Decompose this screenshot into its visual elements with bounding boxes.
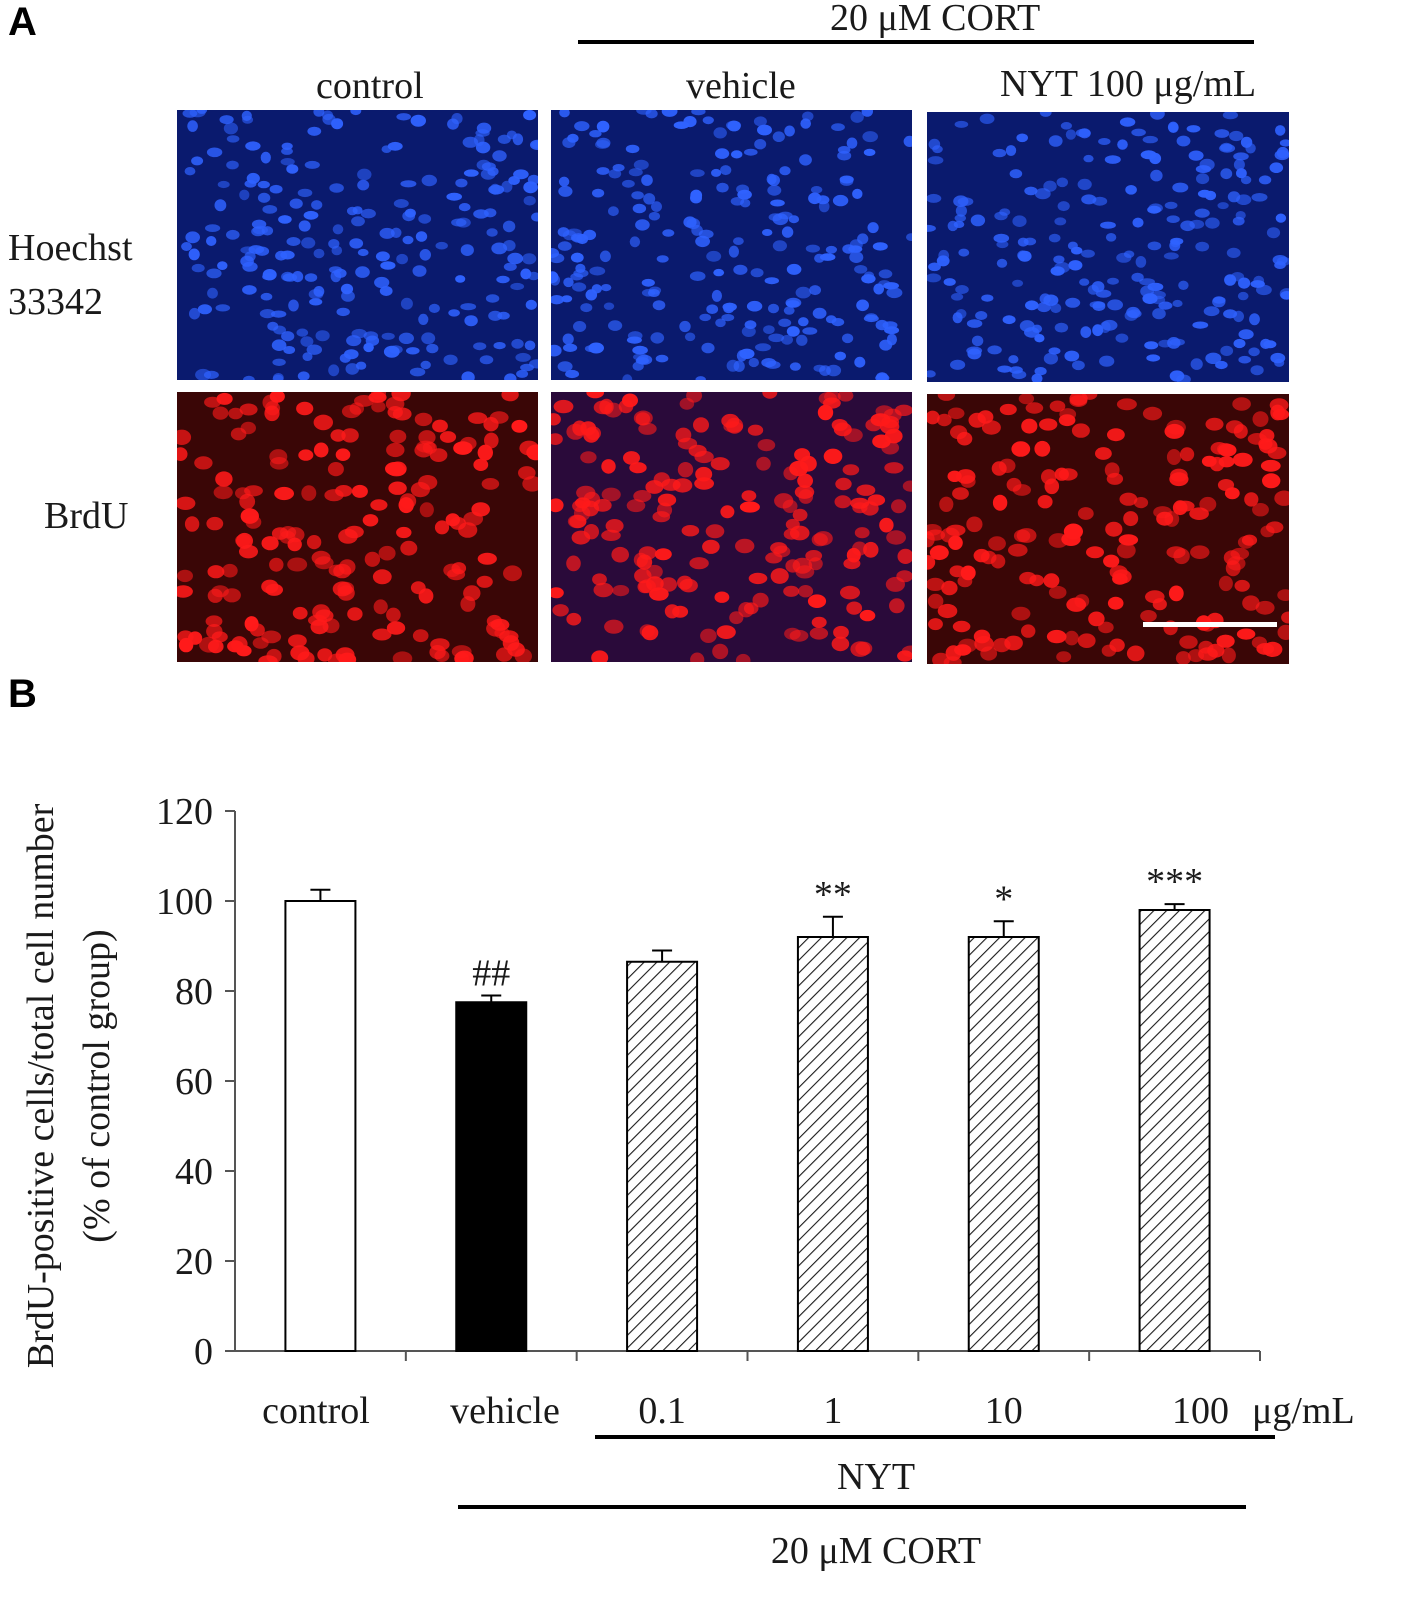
- bar-chart: 0 20 40 60 80 100 120 control ## vehicle 0.1 ** 1 * 10…: [20, 791, 1355, 1572]
- bar-vehicle: [455, 1001, 528, 1352]
- panel-b-letter: B: [8, 672, 37, 716]
- row-label-hoechst-number: 33342: [8, 281, 103, 323]
- unit-label: μg/mL: [1252, 1390, 1355, 1432]
- significance-label: ***: [1146, 861, 1203, 903]
- bar-0.1: [626, 960, 699, 1352]
- column-label-vehicle: vehicle: [686, 65, 796, 107]
- y-axis-subtitle: (% of control group): [76, 929, 118, 1242]
- significance-label: *: [994, 878, 1013, 920]
- column-label-control: control: [316, 65, 424, 107]
- y-tick-label: 100: [156, 881, 213, 923]
- y-tick-label: 60: [175, 1061, 213, 1103]
- micrograph-brdu-vehicle: [551, 392, 912, 662]
- x-tick-label: control: [262, 1390, 370, 1432]
- bar-10: [967, 936, 1040, 1352]
- x-tick-label: vehicle: [450, 1390, 560, 1432]
- panel-a-letter: A: [8, 0, 37, 44]
- significance-label: **: [814, 874, 852, 916]
- cort-header-label: 20 μM CORT: [830, 0, 1041, 39]
- y-tick-label: 120: [156, 791, 213, 833]
- x-tick-label: 0.1: [638, 1390, 686, 1432]
- significance-label: ##: [472, 953, 510, 995]
- micrograph-brdu-control: [177, 392, 538, 662]
- x-tick-label: 10: [985, 1390, 1023, 1432]
- bar-control: [284, 900, 357, 1352]
- cort-header-line: [578, 40, 1254, 44]
- y-tick-label: 80: [175, 971, 213, 1013]
- y-tick-label: 40: [175, 1151, 213, 1193]
- x-tick-label: 1: [823, 1390, 842, 1432]
- micrograph-hoechst-control: [177, 110, 538, 380]
- nyt-group-label: NYT: [837, 1456, 915, 1498]
- cort-group-line: [458, 1505, 1246, 1509]
- y-tick-label: 0: [194, 1331, 213, 1373]
- y-axis-title: BrdU-positive cells/total cell number: [20, 803, 62, 1368]
- bar-1: [796, 936, 869, 1352]
- row-label-hoechst: Hoechst: [8, 227, 133, 269]
- row-label-brdu: BrdU: [44, 495, 129, 537]
- micrograph-brdu-nyt: [927, 394, 1289, 664]
- y-tick-label: 20: [175, 1241, 213, 1283]
- micrograph-hoechst-nyt: [927, 112, 1289, 382]
- column-label-nyt: NYT 100 μg/mL: [1000, 63, 1257, 105]
- x-tick-label: 100: [1172, 1390, 1229, 1432]
- scale-bar: [1143, 622, 1277, 627]
- nyt-group-line: [595, 1435, 1275, 1439]
- micrograph-hoechst-vehicle: [551, 110, 912, 380]
- bar-100: [1138, 909, 1211, 1352]
- cort-group-label: 20 μM CORT: [771, 1530, 981, 1572]
